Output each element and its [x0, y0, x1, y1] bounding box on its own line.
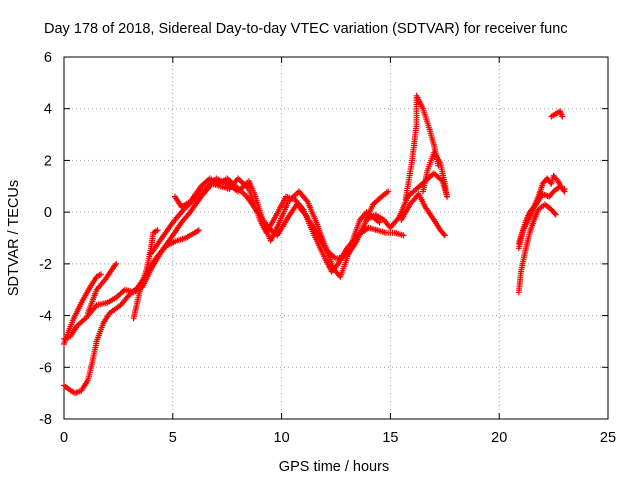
- track-o-markers: [548, 108, 566, 120]
- track-b-markers: [61, 175, 407, 342]
- track-d: [84, 260, 120, 316]
- track-e: [130, 227, 161, 322]
- track-j: [402, 92, 442, 203]
- x-tick-label: 20: [491, 430, 507, 446]
- track-n: [515, 183, 568, 247]
- track-b: [61, 175, 407, 342]
- axis-ticks: [63, 56, 609, 420]
- track-f: [148, 175, 383, 280]
- track-l-markers: [515, 201, 559, 296]
- y-tick-label: 0: [44, 205, 52, 221]
- track-e-markers: [130, 227, 161, 322]
- track-n-markers: [515, 183, 568, 247]
- x-tick-label: 10: [274, 430, 290, 446]
- x-tick-label: 0: [60, 430, 68, 446]
- y-tick-label: 4: [44, 102, 52, 118]
- data-points: [61, 92, 568, 397]
- y-axis-label: SDTVAR / TECUs: [6, 180, 22, 296]
- track-l: [515, 201, 559, 296]
- track-k: [420, 149, 450, 200]
- track-k-markers: [420, 149, 450, 200]
- y-tick-label: -2: [39, 257, 52, 273]
- y-tick-label: -4: [39, 309, 52, 325]
- track-c: [61, 271, 104, 347]
- x-tick-label: 5: [169, 430, 177, 446]
- x-tick-label: 25: [600, 430, 616, 446]
- x-tick-label: 15: [382, 430, 398, 446]
- y-tick-label: -6: [39, 360, 52, 376]
- track-d-markers: [84, 260, 120, 316]
- track-a-markers: [61, 227, 202, 397]
- track-c-markers: [61, 271, 104, 347]
- x-tick-labels: 0 5 10 15 20 25: [60, 430, 616, 446]
- grid-lines: [64, 57, 608, 419]
- y-tick-label: -8: [39, 412, 52, 428]
- y-tick-label: 2: [44, 153, 52, 169]
- track-f-markers: [148, 175, 383, 280]
- track-j-markers: [402, 92, 442, 203]
- x-axis-label: GPS time / hours: [279, 459, 389, 475]
- y-tick-label: 6: [44, 50, 52, 66]
- y-tick-labels: -8 -6 -4 -2 0 2 4 6: [39, 50, 52, 428]
- track-o: [548, 108, 566, 120]
- track-i-markers: [398, 191, 448, 239]
- track-i: [398, 191, 448, 239]
- plot-frame: [63, 56, 609, 420]
- chart-title: Day 178 of 2018, Sidereal Day-to-day VTE…: [44, 21, 568, 37]
- track-a: [61, 227, 202, 397]
